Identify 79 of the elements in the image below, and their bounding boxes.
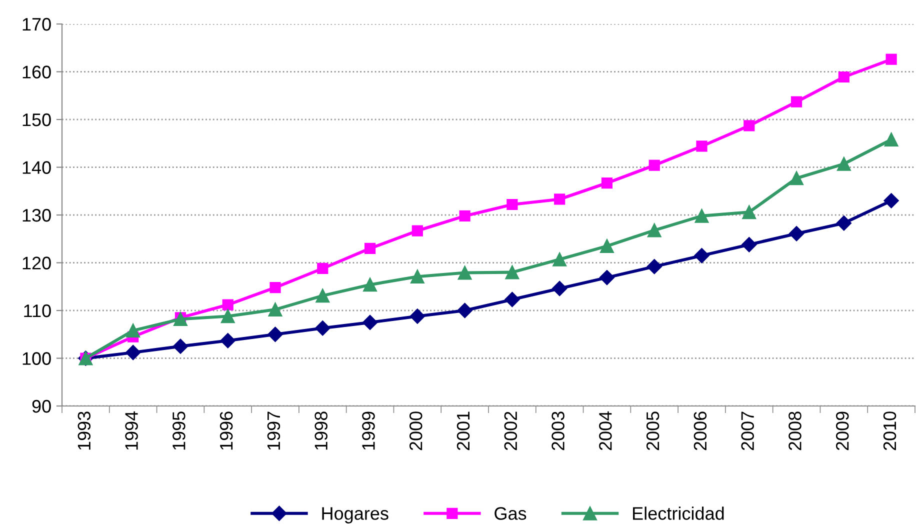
point [696,140,708,152]
point [222,299,234,310]
point [600,239,614,253]
point [599,270,615,286]
point [554,194,566,205]
y-tick-label: 140 [22,161,51,174]
x-tick-label: 1998 [314,412,328,450]
y-tick-label: 110 [24,304,51,318]
x-tick-label: 2006 [694,412,707,450]
point [220,309,235,324]
point [126,344,141,360]
point [646,259,662,274]
point [838,71,850,83]
legend-label: Electricidad [633,506,724,520]
point [504,292,520,308]
point [790,96,802,108]
point [172,338,188,354]
point [506,198,518,210]
point [220,333,236,348]
point [317,262,328,274]
point [410,270,424,284]
x-tick-label: 2001 [456,412,470,450]
x-tick-label: 2005 [646,412,660,450]
point [884,132,898,146]
point [459,210,470,222]
point [788,226,804,242]
x-tick-label: 1994 [125,411,138,450]
legend-label: Gas [494,507,526,520]
point [742,237,757,252]
point [742,205,756,220]
x-tick-label: 1993 [78,412,91,450]
x-tick-label: 1995 [172,412,186,450]
y-tick-label: 120 [22,256,51,270]
point [601,177,613,189]
x-tick-label: 2004 [599,411,612,450]
point [836,156,851,171]
x-tick-label: 2009 [836,412,849,450]
y-tick-label: 90 [32,400,51,413]
point [505,265,520,280]
point [836,216,852,231]
x-tick-label: 2008 [788,412,802,450]
y-tick-label: 100 [22,352,51,365]
point [457,302,472,318]
point [410,308,425,324]
x-tick-label: 2002 [504,412,518,450]
x-tick-label: 2000 [409,412,422,450]
point [694,248,710,264]
legend-label: Hogares [322,507,388,524]
point [174,312,188,326]
point [412,225,423,236]
y-tick-label: 150 [22,113,51,126]
point [884,193,899,208]
point [362,314,378,330]
point [552,280,568,296]
y-tick-label: 160 [22,66,51,78]
point [363,278,377,292]
point [790,171,804,186]
x-tick-label: 2007 [741,412,754,450]
x-tick-label: 2010 [883,412,896,450]
point [458,266,472,280]
x-tick-label: 1996 [220,412,233,450]
point [886,54,897,65]
y-tick-label: 170 [22,18,51,31]
point [364,242,376,254]
point [694,209,709,223]
y-tick-label: 130 [22,208,51,222]
point [268,326,283,342]
x-tick-label: 2003 [552,412,564,450]
point [315,320,330,336]
point [268,302,282,316]
x-tick-label: 1999 [362,412,375,450]
point [126,324,140,338]
point [648,160,660,171]
point [552,252,567,266]
point [316,288,330,303]
point [744,120,755,132]
point [270,282,281,294]
x-tick-label: 1997 [267,412,280,450]
point [647,223,662,238]
